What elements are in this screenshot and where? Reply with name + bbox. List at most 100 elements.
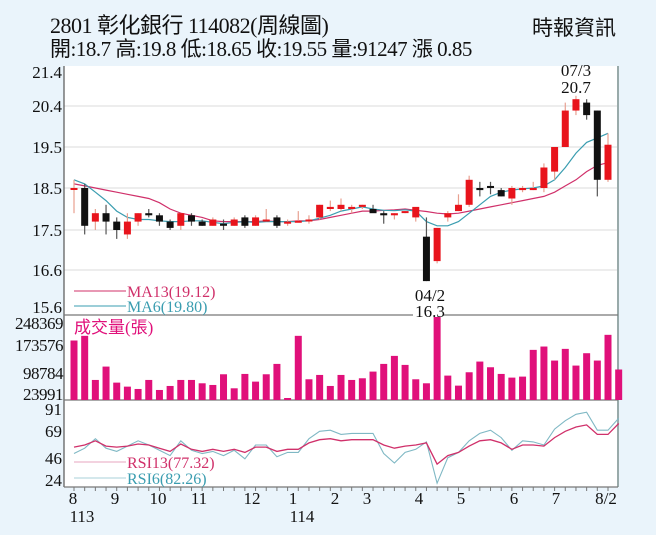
- volume-bar: [177, 379, 185, 400]
- candle: [123, 213, 131, 239]
- price-tick: 21.4: [32, 63, 62, 82]
- volume-bar: [583, 353, 591, 400]
- rsi-axis: 91 69 46 24: [45, 400, 63, 490]
- volume-bars: [70, 317, 623, 400]
- price-tick: 19.5: [32, 138, 62, 157]
- rsi6-line: [73, 411, 620, 485]
- candle: [401, 211, 409, 214]
- candle: [326, 200, 334, 212]
- volume-bar: [348, 379, 356, 400]
- candle: [230, 217, 238, 226]
- volume-tick: 23991: [23, 385, 63, 404]
- candle: [134, 213, 142, 226]
- candle: [529, 181, 537, 191]
- volume-bar: [551, 360, 559, 400]
- month-label: 12: [244, 489, 261, 508]
- rsi-tick: 91: [45, 400, 62, 419]
- volume-bar: [465, 372, 473, 400]
- candle: [262, 209, 270, 222]
- volume-bar: [529, 349, 537, 400]
- month-label: 11: [191, 489, 207, 508]
- candle: [561, 102, 569, 147]
- candle: [241, 215, 249, 228]
- volume-bar: [380, 363, 388, 400]
- candle: [209, 217, 217, 226]
- rsi13-legend: RSI13(77.32): [127, 455, 215, 472]
- low-value-label: 16.3: [415, 302, 445, 321]
- candle: [252, 215, 260, 226]
- candle: [487, 181, 495, 195]
- candle: [604, 133, 612, 182]
- volume-bar: [220, 374, 228, 400]
- month-label: 7: [552, 489, 561, 508]
- month-label: 6: [510, 489, 519, 508]
- candle: [358, 204, 366, 209]
- volume-bar: [70, 340, 78, 400]
- volume-bar: [508, 377, 516, 400]
- candle: [572, 95, 580, 116]
- year-label: 114: [290, 507, 315, 526]
- volume-bar: [358, 378, 366, 400]
- price-tick: 20.4: [32, 97, 62, 116]
- volume-bar: [412, 379, 420, 400]
- volume-bar: [91, 379, 99, 400]
- volume-bar: [252, 381, 260, 400]
- candle: [412, 206, 420, 222]
- volume-bar: [369, 371, 377, 400]
- candle: [273, 215, 281, 228]
- month-label: 3: [363, 489, 372, 508]
- x-axis-labels: 8 9 10 11 12 1 2 3 4 5 6 7 8/2 113 114: [69, 489, 617, 526]
- candle: [454, 194, 462, 212]
- volume-bar: [134, 388, 142, 400]
- volume-bar: [155, 389, 163, 400]
- candle: [70, 179, 78, 214]
- volume-bar: [284, 397, 292, 400]
- volume-legend: 成交量(張): [74, 318, 153, 337]
- volume-axis: 248369 173576 98784 23991: [15, 314, 65, 404]
- volume-bar: [294, 335, 302, 400]
- rsi-tick: 46: [45, 449, 62, 468]
- price-tick: 17.5: [32, 221, 62, 240]
- volume-bar: [454, 385, 462, 400]
- candlesticks: [70, 95, 612, 282]
- month-label: 2: [331, 489, 340, 508]
- candle: [508, 185, 516, 205]
- volume-bar: [593, 360, 601, 400]
- volume-bar: [615, 369, 623, 400]
- candle: [390, 213, 398, 220]
- price-tick: 15.6: [32, 298, 62, 317]
- volume-bar: [198, 383, 206, 400]
- volume-bar: [81, 335, 89, 400]
- candle: [337, 198, 345, 212]
- candle: [284, 219, 292, 226]
- x-axis-ticks: [73, 487, 609, 491]
- month-label: 9: [111, 489, 120, 508]
- volume-bar: [444, 375, 452, 400]
- candle: [177, 213, 185, 230]
- volume-bar: [401, 364, 409, 400]
- volume-bar: [390, 355, 398, 400]
- candle: [91, 209, 99, 230]
- low-label-bg: [413, 302, 443, 316]
- chart-title: 2801 彰化銀行 114082(周線圖): [50, 13, 329, 38]
- volume-bar: [561, 348, 569, 400]
- candle: [155, 213, 163, 226]
- candle: [593, 110, 601, 197]
- volume-bar: [433, 317, 441, 400]
- candle: [465, 175, 473, 207]
- high-value-label: 20.7: [561, 78, 591, 97]
- volume-bar: [337, 374, 345, 400]
- candle: [102, 204, 110, 235]
- ohlc-stats: 開:18.7 高:19.8 低:18.65 收:19.55 量:91247 漲 …: [50, 37, 472, 61]
- ma6-legend: MA6(19.80): [127, 299, 207, 316]
- candle: [145, 209, 153, 218]
- candle: [540, 163, 548, 193]
- candle: [348, 204, 356, 214]
- rsi13-line: [73, 423, 620, 466]
- month-label: 4: [415, 489, 424, 508]
- volume-bar: [572, 365, 580, 400]
- volume-bar: [113, 382, 121, 400]
- candle: [316, 204, 324, 220]
- high-date-label: 07/3: [561, 61, 591, 80]
